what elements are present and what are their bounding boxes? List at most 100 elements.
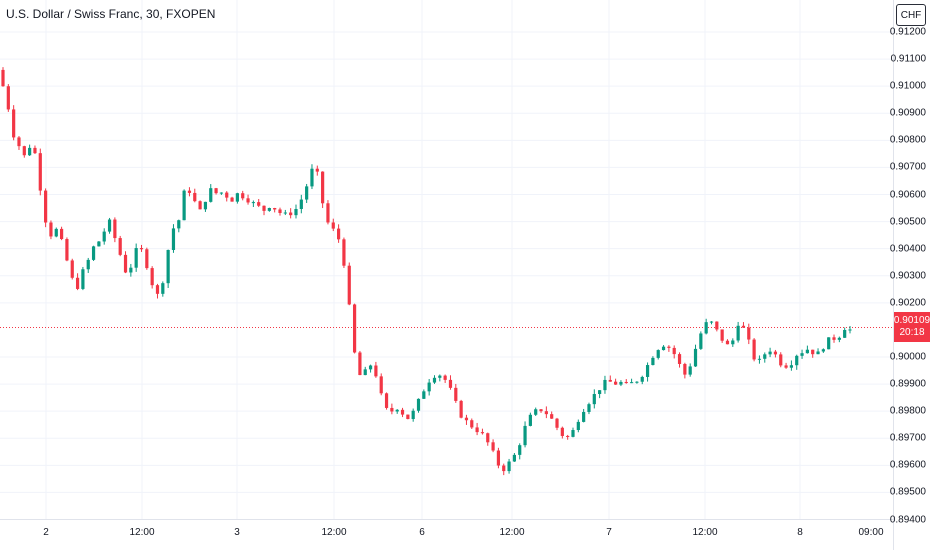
candle-body bbox=[91, 246, 96, 260]
candle-body bbox=[837, 337, 841, 340]
candle bbox=[273, 207, 277, 213]
candle-body bbox=[38, 153, 42, 191]
candle bbox=[363, 366, 367, 376]
candle-body bbox=[416, 398, 421, 411]
candle-body bbox=[805, 349, 809, 354]
candle bbox=[289, 208, 293, 219]
time-tick-label: 6 bbox=[419, 527, 425, 538]
candle-body bbox=[619, 381, 623, 385]
candle bbox=[459, 399, 463, 419]
candle bbox=[784, 362, 788, 369]
candle bbox=[182, 189, 186, 221]
candle bbox=[598, 390, 602, 399]
candle bbox=[49, 220, 53, 240]
candle bbox=[672, 345, 676, 359]
candle bbox=[326, 200, 330, 225]
candle bbox=[496, 447, 501, 469]
candle bbox=[448, 375, 453, 390]
candle-body bbox=[406, 414, 410, 420]
candle bbox=[44, 188, 48, 228]
price-tick-label: 0.89600 bbox=[889, 459, 926, 471]
candle-body bbox=[246, 198, 250, 203]
candle-body bbox=[747, 327, 751, 340]
candle bbox=[789, 360, 794, 371]
candle bbox=[518, 443, 522, 460]
candle bbox=[438, 374, 442, 382]
candle bbox=[337, 224, 341, 243]
price-tick-label: 0.91000 bbox=[889, 80, 926, 92]
candle-body bbox=[65, 239, 69, 261]
candle bbox=[198, 200, 202, 210]
candle-body bbox=[326, 203, 330, 223]
candle bbox=[347, 262, 351, 306]
candle-body bbox=[704, 322, 708, 334]
candle bbox=[432, 375, 437, 384]
candle-body bbox=[289, 212, 293, 216]
candle-body bbox=[17, 137, 21, 147]
candle-body bbox=[715, 321, 719, 330]
candle bbox=[171, 224, 176, 253]
candle-body bbox=[843, 329, 847, 338]
candle bbox=[91, 245, 96, 261]
candle-body bbox=[278, 209, 282, 213]
candle bbox=[832, 334, 836, 343]
candle-body bbox=[486, 433, 490, 443]
time-tick-label: 2 bbox=[43, 527, 49, 538]
candle bbox=[28, 144, 32, 157]
candle-body bbox=[267, 208, 271, 211]
candle bbox=[614, 378, 618, 385]
candle-body bbox=[470, 420, 474, 428]
candle-body bbox=[544, 411, 548, 415]
candle bbox=[486, 432, 490, 446]
candle bbox=[310, 164, 314, 190]
candle bbox=[358, 350, 362, 376]
candle bbox=[1, 67, 5, 87]
candle bbox=[86, 257, 90, 273]
candle bbox=[283, 209, 287, 216]
candle-body bbox=[768, 351, 772, 355]
candle bbox=[725, 339, 730, 345]
candle-body bbox=[155, 285, 160, 294]
candle-body bbox=[44, 190, 48, 223]
candle-body bbox=[795, 355, 799, 366]
candle-body bbox=[107, 219, 112, 232]
candle bbox=[608, 375, 612, 382]
candle-body bbox=[129, 267, 133, 273]
candle bbox=[123, 251, 128, 274]
time-tick-label: 12:00 bbox=[692, 527, 718, 538]
candle bbox=[342, 237, 346, 268]
candle bbox=[235, 192, 239, 204]
candle bbox=[267, 207, 271, 212]
candle bbox=[209, 184, 213, 203]
candle-body bbox=[166, 249, 170, 284]
price-tick-label: 0.90500 bbox=[889, 216, 926, 228]
candle bbox=[491, 439, 495, 453]
candle bbox=[592, 389, 596, 409]
currency-button[interactable]: CHF bbox=[896, 4, 926, 26]
candle bbox=[699, 331, 703, 350]
candle bbox=[837, 336, 841, 343]
candle-body bbox=[1, 69, 5, 87]
candle bbox=[795, 354, 799, 370]
candle-body bbox=[395, 409, 399, 412]
candle bbox=[81, 266, 85, 291]
price-tick-label: 0.90200 bbox=[889, 297, 926, 309]
candle bbox=[102, 228, 106, 245]
candle-body bbox=[171, 228, 176, 250]
candle bbox=[757, 355, 762, 364]
candle-body bbox=[305, 186, 309, 200]
candle-body bbox=[262, 205, 266, 211]
candle-body bbox=[390, 407, 394, 412]
candle bbox=[187, 187, 192, 197]
candle bbox=[54, 227, 58, 238]
candle bbox=[704, 318, 708, 335]
candle-body bbox=[182, 190, 186, 221]
candle-body bbox=[566, 435, 570, 437]
candle-body bbox=[209, 188, 213, 202]
candle-body bbox=[400, 409, 405, 415]
candle-body bbox=[614, 381, 618, 385]
candle-body bbox=[257, 202, 261, 206]
time-tick-label: 12:00 bbox=[499, 527, 525, 538]
candlestick-series bbox=[1, 67, 852, 476]
